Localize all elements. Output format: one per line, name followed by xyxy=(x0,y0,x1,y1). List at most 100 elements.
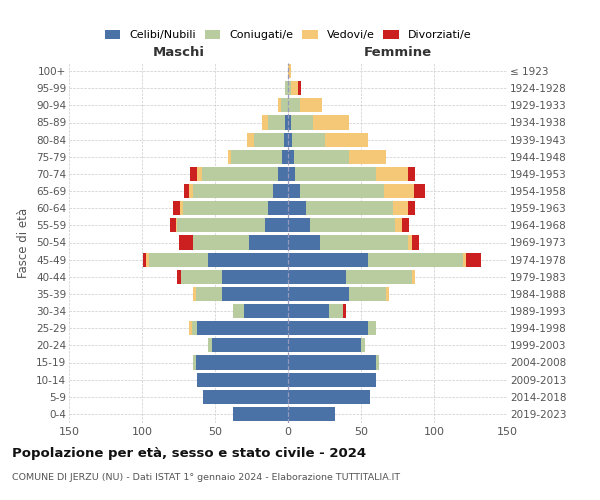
Bar xyxy=(208,338,212,352)
Bar xyxy=(197,167,202,181)
Bar xyxy=(203,390,288,404)
Bar xyxy=(288,321,368,335)
Bar xyxy=(349,287,386,301)
Bar xyxy=(281,98,288,112)
Bar xyxy=(408,167,415,181)
Bar xyxy=(285,81,288,95)
Bar xyxy=(173,201,180,215)
Bar xyxy=(228,150,231,164)
Bar xyxy=(346,270,412,284)
Bar xyxy=(299,184,385,198)
Bar xyxy=(180,201,183,215)
Bar xyxy=(208,252,288,266)
Bar xyxy=(143,252,146,266)
Y-axis label: Fasce di età: Fasce di età xyxy=(17,208,31,278)
Bar xyxy=(466,252,481,266)
Bar xyxy=(288,338,361,352)
Bar xyxy=(189,184,193,198)
Bar xyxy=(463,252,466,266)
Bar xyxy=(193,356,196,370)
Bar xyxy=(244,304,288,318)
Bar xyxy=(412,270,415,284)
Bar xyxy=(288,304,329,318)
Bar xyxy=(177,270,181,284)
Bar xyxy=(305,201,393,215)
Bar xyxy=(288,116,291,130)
Bar xyxy=(402,218,409,232)
Bar xyxy=(288,167,295,181)
Bar xyxy=(288,390,370,404)
Bar xyxy=(149,252,208,266)
Bar xyxy=(197,372,288,386)
Bar xyxy=(292,132,325,146)
Bar xyxy=(393,201,408,215)
Bar xyxy=(183,201,268,215)
Bar xyxy=(408,236,412,250)
Bar xyxy=(288,236,320,250)
Bar xyxy=(197,321,288,335)
Text: Popolazione per età, sesso e stato civile - 2024: Popolazione per età, sesso e stato civil… xyxy=(12,446,366,460)
Bar xyxy=(288,287,349,301)
Bar xyxy=(288,98,299,112)
Bar xyxy=(193,236,248,250)
Bar xyxy=(288,201,305,215)
Bar xyxy=(170,218,176,232)
Bar xyxy=(282,150,288,164)
Bar xyxy=(268,201,288,215)
Bar xyxy=(329,304,343,318)
Bar xyxy=(190,167,197,181)
Bar xyxy=(196,356,288,370)
Bar xyxy=(298,81,301,95)
Bar xyxy=(288,64,291,78)
Bar xyxy=(288,81,291,95)
Bar xyxy=(386,287,389,301)
Bar xyxy=(385,184,413,198)
Bar xyxy=(408,201,415,215)
Bar xyxy=(368,252,463,266)
Bar xyxy=(285,116,288,130)
Bar xyxy=(294,150,349,164)
Bar xyxy=(189,321,191,335)
Bar xyxy=(191,321,197,335)
Bar xyxy=(193,184,274,198)
Bar xyxy=(265,218,288,232)
Bar xyxy=(288,407,335,421)
Legend: Celibi/Nubili, Coniugati/e, Vedovi/e, Divorziati/e: Celibi/Nubili, Coniugati/e, Vedovi/e, Di… xyxy=(101,26,475,44)
Bar xyxy=(320,236,408,250)
Bar xyxy=(146,252,149,266)
Bar xyxy=(288,252,368,266)
Bar xyxy=(212,338,288,352)
Bar xyxy=(288,218,310,232)
Bar xyxy=(368,321,376,335)
Bar xyxy=(288,356,376,370)
Bar xyxy=(288,270,346,284)
Bar xyxy=(412,236,419,250)
Text: COMUNE DI JERZU (NU) - Dati ISTAT 1° gennaio 2024 - Elaborazione TUTTITALIA.IT: COMUNE DI JERZU (NU) - Dati ISTAT 1° gen… xyxy=(12,472,400,482)
Bar xyxy=(395,218,402,232)
Bar xyxy=(325,132,368,146)
Bar xyxy=(231,150,282,164)
Bar xyxy=(274,184,288,198)
Text: Maschi: Maschi xyxy=(152,46,205,59)
Bar xyxy=(376,356,379,370)
Bar xyxy=(176,218,177,232)
Bar xyxy=(288,150,294,164)
Bar xyxy=(247,132,254,146)
Bar xyxy=(310,218,395,232)
Bar xyxy=(193,287,196,301)
Bar xyxy=(184,184,189,198)
Bar xyxy=(233,407,288,421)
Bar xyxy=(299,98,322,112)
Bar xyxy=(291,116,313,130)
Bar xyxy=(376,167,408,181)
Bar xyxy=(268,116,285,130)
Bar xyxy=(223,270,288,284)
Bar xyxy=(262,116,268,130)
Bar xyxy=(349,150,386,164)
Bar xyxy=(278,98,281,112)
Bar xyxy=(248,236,288,250)
Bar xyxy=(179,236,193,250)
Bar xyxy=(361,338,365,352)
Bar xyxy=(288,132,292,146)
Bar xyxy=(202,167,278,181)
